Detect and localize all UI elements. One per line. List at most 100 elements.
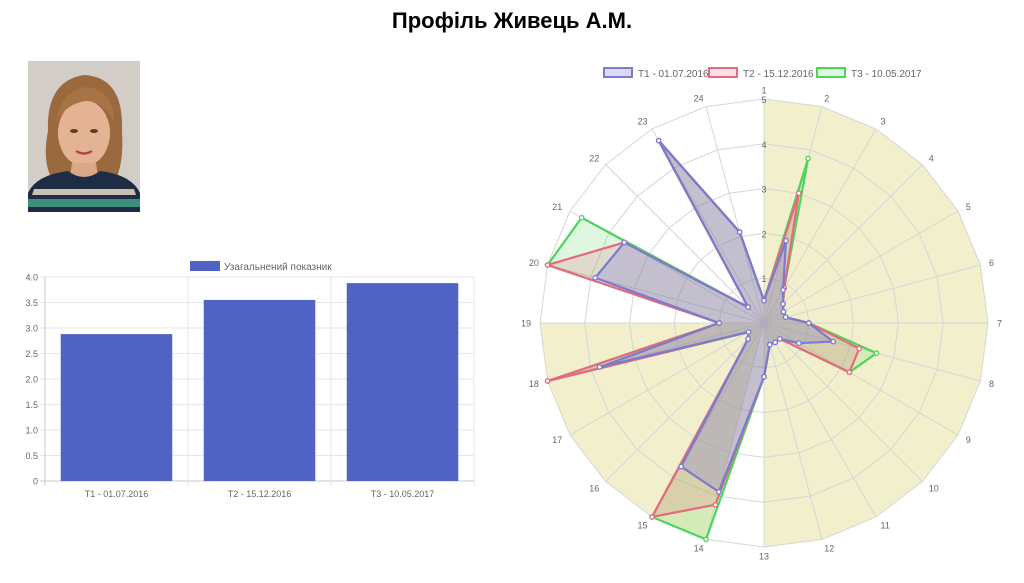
radar-spoke xyxy=(763,210,959,324)
radar-spoke xyxy=(763,322,877,518)
radar-point xyxy=(782,314,789,321)
radar-point-label: 24 xyxy=(694,93,704,103)
radar-legend-swatch xyxy=(603,67,633,78)
radar-point xyxy=(655,137,662,144)
radar-point xyxy=(856,345,863,352)
bar-y-tick-label: 1.0 xyxy=(25,426,38,436)
radar-point-label: 12 xyxy=(824,544,834,554)
bar-legend-swatch xyxy=(190,261,220,271)
radar-spoke xyxy=(763,322,823,540)
radar-point xyxy=(761,373,767,380)
radar-point-label: 7 xyxy=(997,319,1002,329)
radar-spoke xyxy=(763,164,923,324)
radar-point xyxy=(846,369,853,376)
radar-point xyxy=(776,335,783,342)
bar-x-tick-label: T2 - 15.12.2016 xyxy=(228,489,292,499)
radar-point-label: 6 xyxy=(989,258,994,268)
radar-spoke xyxy=(763,264,981,324)
radar-legend-swatch xyxy=(708,67,738,78)
radar-point-label: 10 xyxy=(929,483,939,493)
radar-point xyxy=(795,190,802,197)
radar-point-label: 22 xyxy=(589,154,599,164)
radar-point-label: 18 xyxy=(529,379,539,389)
radar-point-label: 14 xyxy=(694,544,704,554)
radar-point xyxy=(873,350,880,356)
radar-spoke xyxy=(605,164,765,324)
radar-point-label: 17 xyxy=(552,435,562,445)
radar-point-label: 11 xyxy=(881,520,890,530)
radar-point-label: 4 xyxy=(929,154,934,164)
radar-point xyxy=(596,364,603,370)
radar-point xyxy=(745,304,752,311)
radar-spoke xyxy=(763,322,923,482)
radar-point xyxy=(745,329,752,335)
radar-legend-swatch xyxy=(816,67,846,78)
radar-spoke xyxy=(605,322,765,482)
bar-y-tick-label: 2.5 xyxy=(25,349,38,359)
radar-point xyxy=(716,320,723,326)
radar-point-label: 9 xyxy=(966,435,971,445)
radar-point xyxy=(761,297,767,304)
radar-point xyxy=(772,339,779,346)
radar-point-label: 16 xyxy=(589,483,599,493)
bar xyxy=(203,299,316,481)
radar-point-label: 15 xyxy=(637,520,647,530)
bar xyxy=(60,334,173,481)
radar-r-tick-label: 3 xyxy=(761,185,766,195)
bar-chart: Узагальнений показник 0 0.5 1.0 1.5 2.0 2.5 3.0… xyxy=(20,255,482,500)
radar-point-label: 23 xyxy=(637,117,647,127)
radar-point-label: 1 xyxy=(761,86,766,96)
radar-point xyxy=(736,229,743,235)
radar-point xyxy=(649,514,655,520)
radar-point-label: 19 xyxy=(521,319,531,329)
avatar xyxy=(28,61,140,212)
radar-point xyxy=(621,239,628,246)
radar-point xyxy=(805,155,811,162)
radar-point-label: 3 xyxy=(881,117,886,127)
radar-point xyxy=(592,274,599,281)
radar-point-label: 8 xyxy=(989,379,994,389)
radar-point xyxy=(830,338,837,345)
radar-point-label: 20 xyxy=(529,258,539,268)
radar-point-label: 21 xyxy=(552,202,562,212)
bar-legend-label: Узагальнений показник xyxy=(224,262,332,273)
radar-spoke xyxy=(705,106,765,324)
radar-point xyxy=(783,237,789,244)
bar-x-tick-label: T1 - 01.07.2016 xyxy=(85,489,149,499)
bar-y-tick-label: 3.5 xyxy=(25,298,38,308)
radar-point-label: 5 xyxy=(966,202,971,212)
bar-y-tick-label: 2.0 xyxy=(25,375,38,385)
radar-legend-label: T1 - 01.07.2016 xyxy=(638,69,709,80)
radar-legend: T1 - 01.07.2016 T2 - 15.12.2016 T3 - 10.05… xyxy=(603,67,922,80)
bar xyxy=(346,283,459,481)
radar-chart-svg: 1234512345678910111213141516171819202122… xyxy=(521,67,1002,562)
radar-point-label: 2 xyxy=(824,93,829,103)
bar-y-tick-label: 1.5 xyxy=(25,400,38,410)
bar-legend: Узагальнений показник xyxy=(190,261,332,273)
radar-point xyxy=(780,287,786,293)
radar-r-tick-label: 1 xyxy=(761,274,766,284)
radar-point xyxy=(780,301,786,307)
radar-point xyxy=(780,308,787,315)
bar-chart-svg: Узагальнений показник 0 0.5 1.0 1.5 2.0 2.5 3.0… xyxy=(25,261,475,499)
page-title: Профіль Живець А.М. xyxy=(391,8,633,33)
radar-point xyxy=(766,341,773,348)
bar-y-tick-label: 4.0 xyxy=(25,273,38,283)
bar-y-tick-label: 0 xyxy=(33,477,38,487)
radar-point xyxy=(544,262,551,268)
radar-spoke xyxy=(569,322,765,436)
radar-r-tick-label: 4 xyxy=(761,140,766,150)
radar-point xyxy=(578,214,585,221)
radar-r-tick-label: 2 xyxy=(761,229,766,239)
bar-x-tick-label: T3 - 10.05.2017 xyxy=(371,489,435,499)
radar-legend-label: T2 - 15.12.2016 xyxy=(743,69,814,80)
radar-point xyxy=(712,501,719,508)
radar-spoke xyxy=(763,106,823,324)
radar-point xyxy=(715,488,722,495)
bar-y-tick-label: 0.5 xyxy=(25,451,38,461)
bar-y-tick-label: 3.0 xyxy=(25,324,38,334)
radar-chart: 1 2 3 4 5 1 2 3 4 5 6 7 8 9 10 11 12 13 14 15 16 17 18 19 20 21 22… xyxy=(520,58,1012,578)
radar-point xyxy=(796,340,802,347)
radar-point xyxy=(745,335,752,342)
radar-point xyxy=(703,536,709,543)
